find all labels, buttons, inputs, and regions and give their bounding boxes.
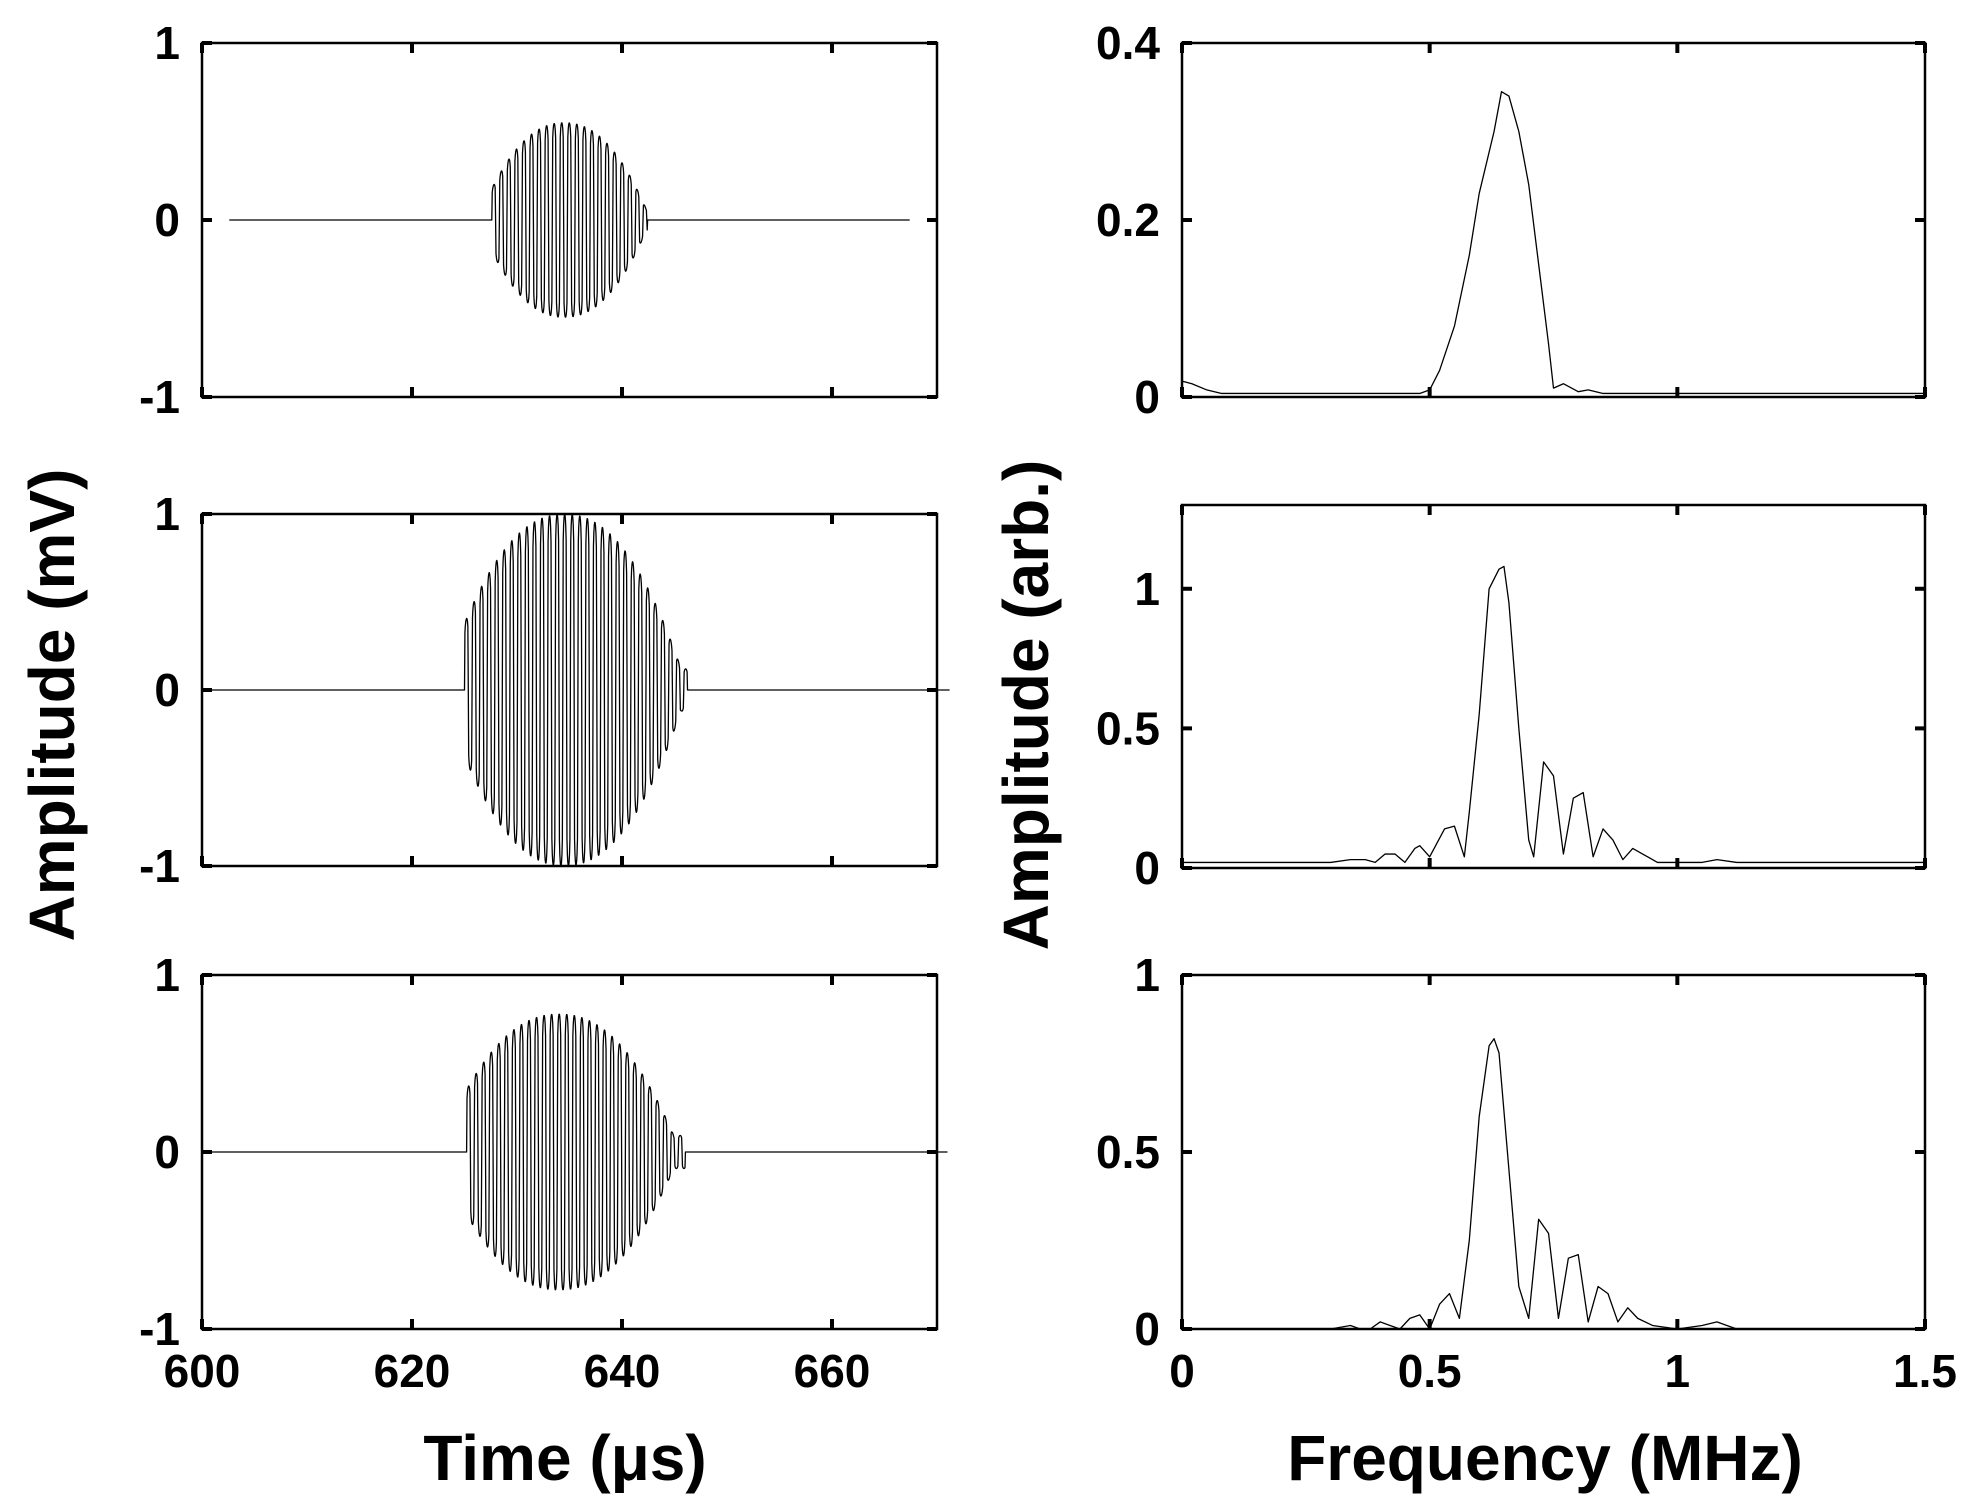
y-tick-label: 1 — [154, 949, 180, 1001]
y-tick-label: 0 — [154, 664, 180, 716]
y-tick-label: -1 — [139, 840, 180, 892]
y-tick-label: -1 — [139, 1303, 180, 1355]
y-tick-label: 0.5 — [1096, 702, 1160, 754]
y-tick-label: 0.2 — [1096, 194, 1160, 246]
series-line — [203, 1013, 948, 1291]
left-x-axis-label: Time (μs) — [423, 1422, 706, 1494]
x-tick-label: 0.5 — [1398, 1345, 1462, 1397]
series-line — [229, 122, 910, 318]
panel-freq-middle: 00.51 — [1096, 503, 1927, 894]
y-tick-label: 1 — [154, 488, 180, 540]
x-tick-label: 0 — [1169, 1345, 1195, 1397]
y-tick-label: 0 — [1134, 371, 1160, 423]
right-x-axis-label: Frequency (MHz) — [1287, 1422, 1803, 1494]
y-tick-label: 0.4 — [1096, 17, 1160, 69]
panel-freq-top: 0 0.2 0.4 — [1096, 17, 1927, 423]
y-tick-label: -1 — [139, 371, 180, 423]
right-y-axis-label: Amplitude (arb.) — [990, 460, 1062, 951]
y-tick-label: 1 — [154, 17, 180, 69]
series-line — [1181, 91, 1925, 395]
y-tick-label: 1 — [1134, 563, 1160, 615]
x-tick-label: 600 — [164, 1345, 241, 1397]
x-tick-label: 620 — [374, 1345, 451, 1397]
plot-frame — [1180, 503, 1927, 870]
x-tick-label: 640 — [584, 1345, 661, 1397]
y-tick-label: 0.5 — [1096, 1126, 1160, 1178]
plot-frame — [1180, 41, 1927, 399]
x-tick-label: 1 — [1665, 1345, 1691, 1397]
panel-freq-bottom: 0 0.5 1 0 0.5 1 1.5 — [1096, 949, 1957, 1397]
y-tick-label: 0 — [154, 194, 180, 246]
y-tick-label: 0 — [1134, 842, 1160, 894]
x-tick-label: 660 — [794, 1345, 871, 1397]
panel-time-bottom: -1 0 1 600 620 640 660 — [139, 949, 948, 1397]
series-line — [1182, 565, 1925, 864]
left-y-axis-label: Amplitude (mV) — [16, 469, 88, 942]
panel-time-middle: -1 0 1 — [139, 488, 950, 892]
x-tick-label: 1.5 — [1893, 1345, 1957, 1397]
y-tick-label: 0 — [154, 1126, 180, 1178]
y-tick-label: 1 — [1134, 949, 1160, 1001]
panel-time-top: -1 0 1 — [139, 17, 939, 423]
y-tick-label: 0 — [1134, 1303, 1160, 1355]
series-line — [201, 513, 950, 867]
series-line — [1182, 1038, 1925, 1330]
